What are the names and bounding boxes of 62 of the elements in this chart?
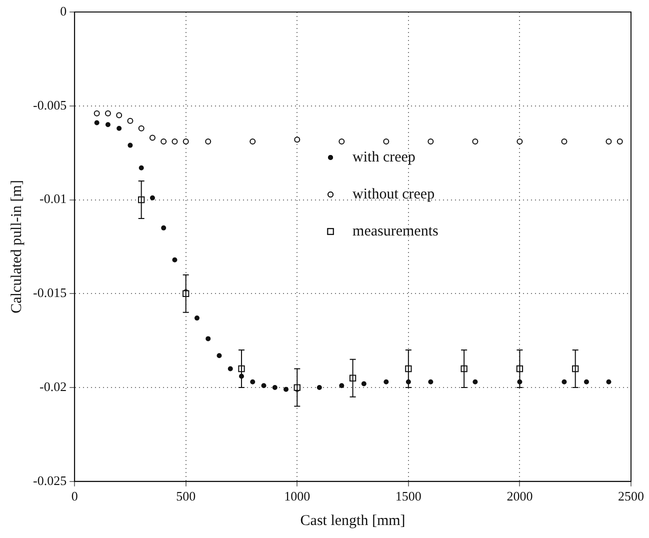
x-tick-label: 1500 [395,488,422,504]
point [116,112,122,118]
x-tick-label: 500 [176,488,196,504]
legend-label: measurements [352,223,438,240]
point [516,138,523,145]
point [338,138,345,145]
point [472,379,478,384]
point [250,138,256,145]
point [428,138,434,145]
point [339,383,344,388]
y-tick-label: -0.02 [39,378,67,394]
y-tick-label: -0.01 [39,191,67,206]
point [250,379,256,384]
point [228,366,233,372]
point [105,122,110,128]
point [606,379,612,384]
point [182,138,189,145]
point [116,126,122,131]
point [149,134,156,141]
point [194,316,200,321]
point [104,110,111,116]
point [294,136,300,143]
y-axis-title: Calculated pull-in [m] [8,180,25,314]
x-tick-label: 2500 [618,488,644,504]
point [127,118,134,124]
x-tick-label: 0 [71,488,78,504]
point [562,379,567,384]
point [606,138,612,145]
point [316,385,322,390]
point [261,383,266,388]
point [172,138,178,145]
point [616,138,623,145]
point [472,138,478,145]
point [383,138,390,145]
y-tick-label: 0 [60,3,67,18]
point [428,379,434,384]
point [206,336,211,342]
y-tick-label: -0.015 [32,285,67,300]
point [94,110,100,116]
point [284,386,289,392]
point [160,138,167,145]
point [150,195,155,200]
point [584,379,589,384]
point [361,381,366,386]
point [138,125,144,132]
point [94,120,100,126]
point [216,353,222,358]
point [161,225,166,230]
x-tick-label: 2000 [506,488,533,504]
y-tick-label: -0.025 [32,472,67,488]
point [205,138,212,145]
y-tick-label: -0.005 [32,97,67,112]
legend-label: with creep [352,149,416,166]
point [561,138,568,145]
x-tick-label: 1000 [284,488,310,504]
x-axis-title: Cast length [mm] [300,512,406,529]
legend-label: without creep [352,186,435,202]
point [138,165,144,170]
point [272,385,278,390]
point [384,379,389,384]
point [128,142,133,148]
point [172,257,178,262]
